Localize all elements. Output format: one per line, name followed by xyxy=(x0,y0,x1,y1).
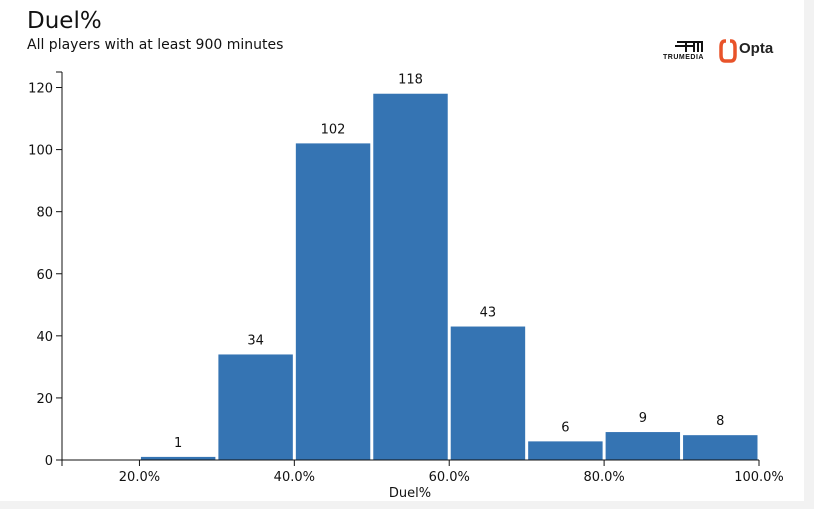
bar-value-label: 43 xyxy=(480,306,497,321)
histogram-bar xyxy=(605,432,681,460)
bar-value-label: 102 xyxy=(321,122,346,137)
y-tick-label: 60 xyxy=(36,268,53,283)
x-tick-label: 100.0% xyxy=(734,470,784,485)
y-tick-label: 20 xyxy=(36,392,53,407)
chart-title: Duel% xyxy=(27,8,102,34)
chart-card: Duel% All players with at least 900 minu… xyxy=(0,0,804,501)
histogram-bar xyxy=(450,326,526,460)
x-tick-label: 60.0% xyxy=(429,470,470,485)
histogram-bar xyxy=(140,456,216,460)
histogram-bar xyxy=(218,354,293,460)
bars-group xyxy=(140,93,758,460)
opta-wordmark: Opta xyxy=(739,40,774,57)
y-tick-label: 40 xyxy=(36,330,53,345)
histogram-bar xyxy=(373,93,448,460)
y-tick-label: 0 xyxy=(45,454,53,469)
x-tick-label: 20.0% xyxy=(119,470,160,485)
opta-mark-icon xyxy=(719,39,737,63)
bar-value-label: 9 xyxy=(639,411,647,426)
logo-area: TRUMEDIA Opta xyxy=(663,38,793,64)
trumedia-logo: TRUMEDIA xyxy=(663,38,713,64)
histogram-bar xyxy=(528,441,603,460)
histogram-bar xyxy=(683,435,758,460)
trumedia-wordmark: TRUMEDIA xyxy=(663,54,704,61)
x-tick-label: 80.0% xyxy=(583,470,624,485)
x-axis-label: Duel% xyxy=(389,486,431,501)
bar-value-label: 34 xyxy=(247,333,264,348)
chart-subtitle: All players with at least 900 minutes xyxy=(27,37,284,53)
histogram-bar xyxy=(295,143,371,460)
value-labels-group: 1 34 102 118 43 6 9 8 xyxy=(174,73,724,451)
y-axis: 0 20 40 60 80 100 120 xyxy=(28,71,63,469)
histogram-chart: 1 34 102 118 43 6 9 8 0 20 40 60 80 100 120 20.0% 40.0… xyxy=(28,71,784,501)
x-axis: 20.0% 40.0% 60.0% 80.0% 100.0% xyxy=(61,459,784,485)
bar-value-label: 6 xyxy=(561,420,569,435)
bar-value-label: 1 xyxy=(174,436,182,451)
y-tick-label: 120 xyxy=(28,82,53,97)
y-tick-label: 80 xyxy=(36,206,53,221)
y-tick-label: 100 xyxy=(28,144,53,159)
bar-value-label: 8 xyxy=(716,414,724,429)
opta-logo: Opta xyxy=(719,38,791,64)
trumedia-mark-icon xyxy=(675,41,703,52)
x-tick-label: 40.0% xyxy=(274,470,315,485)
bar-value-label: 118 xyxy=(398,73,423,88)
